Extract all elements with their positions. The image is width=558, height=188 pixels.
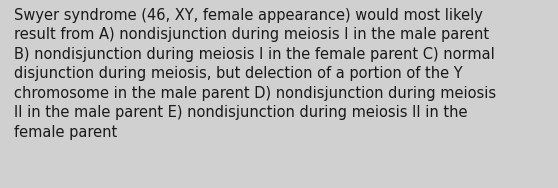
Text: Swyer syndrome (46, XY, female appearance) would most likely
result from A) nond: Swyer syndrome (46, XY, female appearanc…: [14, 8, 496, 140]
